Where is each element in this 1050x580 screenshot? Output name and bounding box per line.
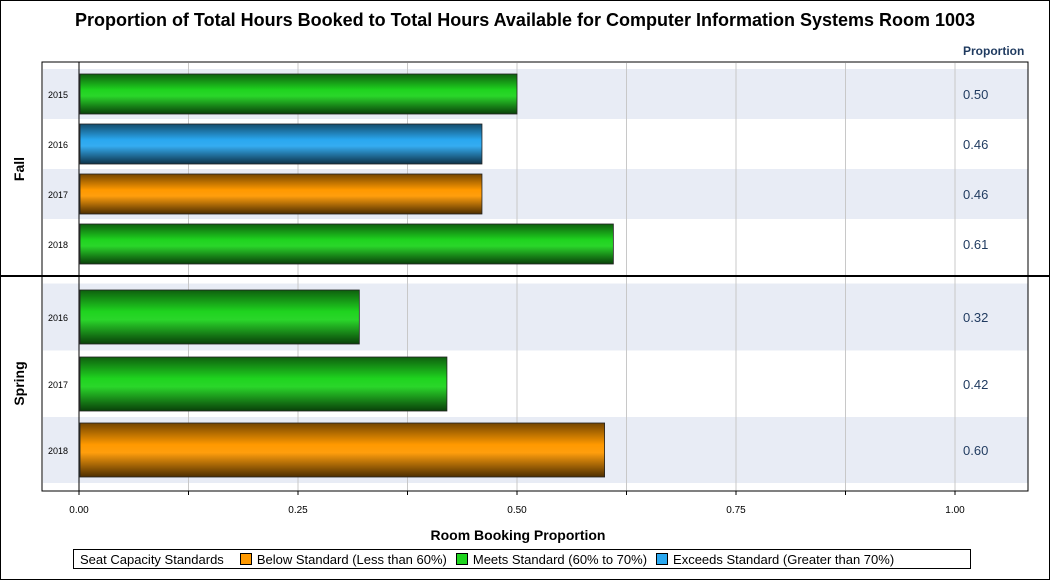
- x-tick-label: 1.00: [945, 505, 965, 516]
- legend-item-exceeds: Exceeds Standard (Greater than 70%): [656, 552, 894, 567]
- group-label-spring: Spring: [11, 361, 27, 405]
- year-label: 2018: [48, 446, 68, 456]
- bar-spring-2016: [79, 289, 360, 345]
- bar-spring-2017: [79, 356, 448, 412]
- value-label: 0.46: [963, 187, 988, 202]
- value-label: 0.61: [963, 237, 988, 252]
- x-tick-label: 0.50: [507, 505, 527, 516]
- year-label: 2017: [48, 190, 68, 200]
- year-label: 2016: [48, 140, 68, 150]
- legend: Seat Capacity Standards Below Standard (…: [73, 549, 971, 569]
- year-label: 2015: [48, 90, 68, 100]
- proportion-column-header: Proportion: [963, 44, 1025, 58]
- legend-item-meets: Meets Standard (60% to 70%): [455, 551, 648, 567]
- legend-label-meets: Meets Standard (60% to 70%): [472, 551, 648, 567]
- value-label: 0.32: [963, 310, 988, 325]
- year-label: 2017: [48, 380, 68, 390]
- value-label: 0.50: [963, 87, 988, 102]
- x-tick-label: 0.75: [726, 505, 746, 516]
- bar-fall-2016: [79, 123, 483, 165]
- value-label: 0.46: [963, 137, 988, 152]
- bar-fall-2015: [79, 73, 518, 115]
- bar-fall-2017: [79, 173, 483, 215]
- x-tick-label: 0.00: [69, 505, 89, 516]
- year-label: 2016: [48, 313, 68, 323]
- x-tick-label: 0.25: [288, 505, 308, 516]
- x-axis-label: Room Booking Proportion: [430, 527, 606, 543]
- legend-swatch-below: [239, 553, 252, 565]
- legend-title: Seat Capacity Standards: [80, 551, 224, 567]
- bar-fall-2018: [79, 223, 614, 265]
- legend-item-below: Below Standard (Less than 60%): [239, 551, 447, 567]
- legend-swatch-exceeds: [656, 553, 669, 565]
- chart-title: Proportion of Total Hours Booked to Tota…: [74, 10, 976, 30]
- bar-spring-2018: [79, 422, 605, 478]
- legend-label-below: Below Standard (Less than 60%): [256, 551, 447, 567]
- group-label-fall: Fall: [11, 157, 27, 181]
- year-label: 2018: [48, 240, 68, 250]
- value-label: 0.42: [963, 377, 988, 392]
- value-label: 0.60: [963, 443, 988, 458]
- legend-swatch-meets: [455, 553, 468, 565]
- legend-label-exceeds: Exceeds Standard (Greater than 70%): [673, 551, 895, 567]
